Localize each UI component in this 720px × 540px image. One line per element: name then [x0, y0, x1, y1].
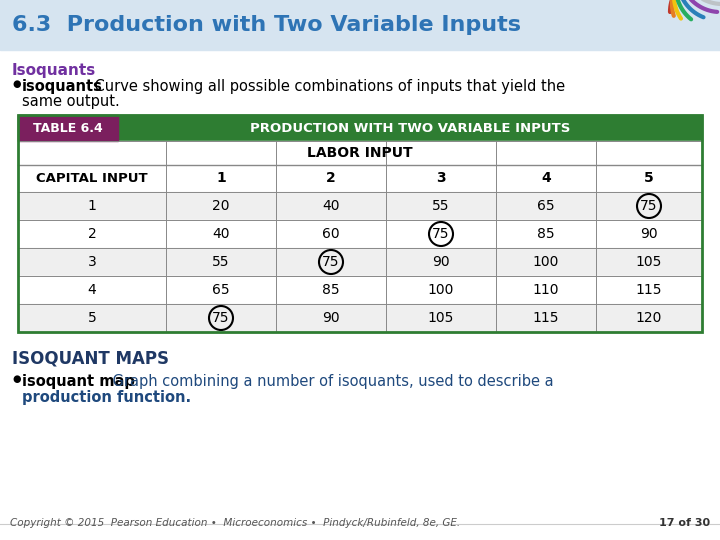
Text: ●: ●	[12, 79, 20, 89]
Text: 65: 65	[212, 283, 230, 297]
Text: 75: 75	[212, 311, 230, 325]
Text: 110: 110	[533, 283, 559, 297]
Text: Curve showing all possible combinations of inputs that yield the: Curve showing all possible combinations …	[76, 79, 565, 94]
Text: 4: 4	[541, 172, 551, 186]
Text: 90: 90	[322, 311, 340, 325]
Bar	[18, 276, 702, 304]
Text: same output.: same output.	[22, 94, 120, 109]
Text: Graph combining a number of isoquants, used to describe a: Graph combining a number of isoquants, u…	[94, 374, 554, 389]
Text: 5: 5	[644, 172, 654, 186]
Text: 105: 105	[636, 255, 662, 269]
Text: LABOR INPUT: LABOR INPUT	[307, 146, 413, 160]
Text: 65: 65	[537, 199, 555, 213]
Text: 75: 75	[640, 199, 658, 213]
Bar	[18, 115, 118, 141]
Bar	[18, 165, 702, 192]
Text: PRODUCTION WITH TWO VARIABLE INPUTS: PRODUCTION WITH TWO VARIABLE INPUTS	[250, 122, 570, 134]
Bar	[18, 248, 702, 276]
Text: 17 of 30: 17 of 30	[659, 518, 710, 528]
Text: ●: ●	[12, 374, 20, 384]
Text: 100: 100	[428, 283, 454, 297]
Text: 1: 1	[216, 172, 226, 186]
Text: production function.: production function.	[22, 390, 191, 405]
Text: 100: 100	[533, 255, 559, 269]
Text: 40: 40	[323, 199, 340, 213]
Bar	[18, 192, 702, 220]
Text: 5: 5	[88, 311, 96, 325]
Text: 115: 115	[533, 311, 559, 325]
Text: 3: 3	[436, 172, 446, 186]
Text: 40: 40	[212, 227, 230, 241]
Text: CAPITAL INPUT: CAPITAL INPUT	[36, 172, 148, 185]
Text: 4: 4	[88, 283, 96, 297]
Text: 2: 2	[326, 172, 336, 186]
Bar	[18, 220, 702, 248]
Text: ISOQUANT MAPS: ISOQUANT MAPS	[12, 350, 169, 368]
Text: 1: 1	[88, 199, 96, 213]
Text: 55: 55	[432, 199, 450, 213]
Text: isoquant map: isoquant map	[22, 374, 135, 389]
Text: 90: 90	[432, 255, 450, 269]
Text: 2: 2	[88, 227, 96, 241]
Text: 120: 120	[636, 311, 662, 325]
Text: 60: 60	[322, 227, 340, 241]
Text: 90: 90	[640, 227, 658, 241]
Bar	[18, 115, 702, 332]
Bar	[18, 115, 702, 141]
Text: 85: 85	[537, 227, 555, 241]
Bar	[0, 0, 720, 50]
Text: Copyright © 2015  Pearson Education •  Microeconomics •  Pindyck/Rubinfeld, 8e, : Copyright © 2015 Pearson Education • Mic…	[10, 518, 460, 528]
Text: 105: 105	[428, 311, 454, 325]
Text: 55: 55	[212, 255, 230, 269]
Text: 75: 75	[432, 227, 450, 241]
Text: 115: 115	[636, 283, 662, 297]
Text: 20: 20	[212, 199, 230, 213]
Text: 75: 75	[323, 255, 340, 269]
Text: 85: 85	[322, 283, 340, 297]
Bar	[18, 141, 702, 165]
Bar	[18, 304, 702, 332]
Text: isoquants: isoquants	[22, 79, 103, 94]
Text: 3: 3	[88, 255, 96, 269]
Text: TABLE 6.4: TABLE 6.4	[33, 122, 103, 134]
Text: 6.3  Production with Two Variable Inputs: 6.3 Production with Two Variable Inputs	[12, 15, 521, 35]
Text: Isoquants: Isoquants	[12, 63, 96, 78]
